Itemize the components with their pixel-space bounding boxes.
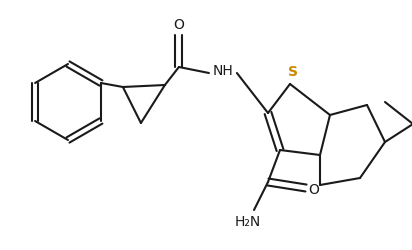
Text: S: S [288,65,298,79]
Text: O: O [309,183,319,197]
Text: NH: NH [213,64,233,78]
Text: O: O [173,18,184,32]
Text: H₂N: H₂N [235,215,261,229]
